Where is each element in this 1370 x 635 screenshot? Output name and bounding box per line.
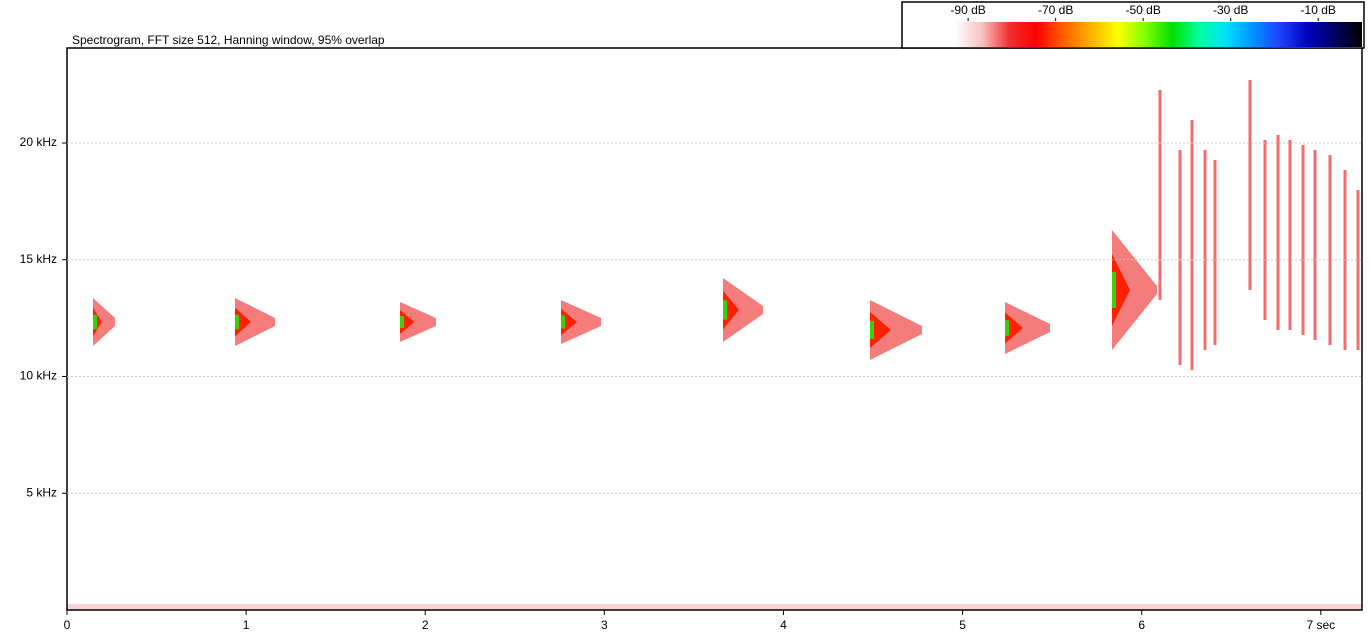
y-tick-label: 15 kHz [20, 252, 57, 266]
x-tick-label: 7 sec [1306, 618, 1335, 632]
x-tick-label: 2 [422, 618, 429, 632]
call-peak [1005, 320, 1009, 336]
call-outer [870, 300, 922, 360]
call-outer [235, 298, 275, 346]
call-outer [723, 278, 763, 342]
call-outer [561, 300, 601, 344]
call-peak [1112, 272, 1116, 308]
call-peak [723, 300, 727, 320]
y-tick-label: 20 kHz [20, 135, 57, 149]
plot-frame [66, 47, 1363, 611]
x-tick-label: 0 [64, 618, 71, 632]
call-core [1005, 312, 1023, 344]
colorbar [955, 22, 1362, 47]
y-tick-label: 5 kHz [26, 485, 57, 499]
colorbar-tick-label: -90 dB [950, 3, 985, 17]
colorbar-tick-label: -70 dB [1038, 3, 1073, 17]
call-peak [870, 321, 874, 339]
call-outer [400, 302, 436, 342]
colorbar-tick-label: -50 dB [1126, 3, 1161, 17]
colorbar-tick-label: -10 dB [1301, 3, 1336, 17]
y-tick-label: 10 kHz [20, 369, 57, 383]
call-outer [93, 298, 115, 346]
x-tick-label: 3 [601, 618, 608, 632]
x-tick-label: 1 [243, 618, 250, 632]
call-peak [561, 315, 565, 329]
x-tick-label: 6 [1138, 618, 1145, 632]
x-tick-label: 4 [780, 618, 787, 632]
colorbar-tick-label: -30 dB [1213, 3, 1248, 17]
spectral-energy [67, 80, 1362, 610]
call-peak [93, 314, 97, 330]
call-core [1112, 254, 1130, 326]
call-outer [1005, 302, 1050, 354]
call-peak [400, 316, 404, 328]
x-tick-label: 5 [959, 618, 966, 632]
call-peak [235, 314, 239, 330]
call-core [870, 312, 891, 348]
chart-title: Spectrogram, FFT size 512, Hanning windo… [72, 33, 385, 47]
noise-band [67, 604, 1362, 610]
